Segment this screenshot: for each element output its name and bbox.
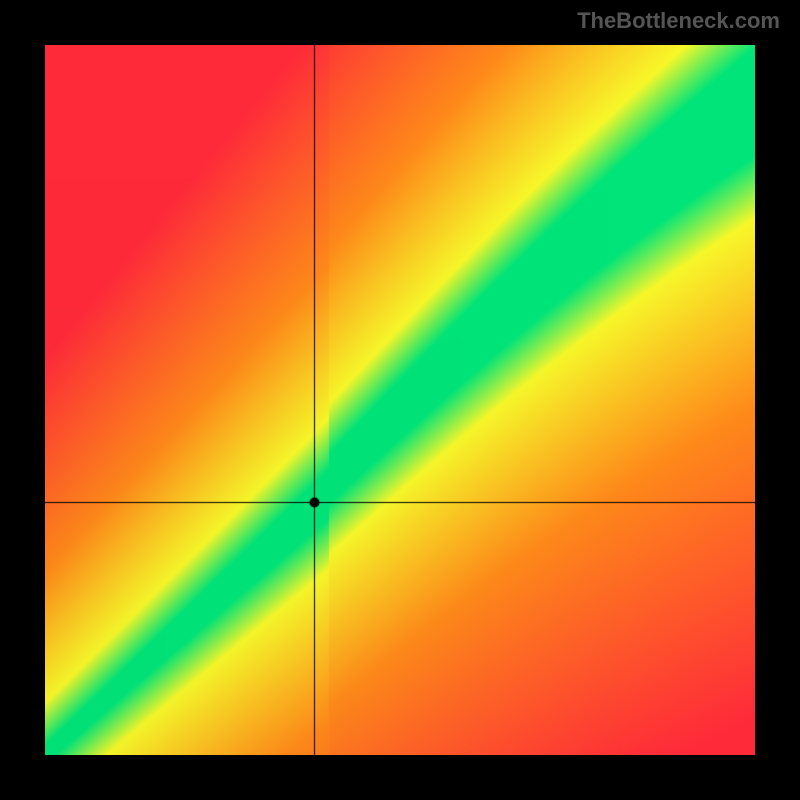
chart-container: TheBottleneck.com (0, 0, 800, 800)
watermark-text: TheBottleneck.com (577, 8, 780, 34)
plot-area (45, 45, 755, 755)
heatmap-canvas (45, 45, 755, 755)
